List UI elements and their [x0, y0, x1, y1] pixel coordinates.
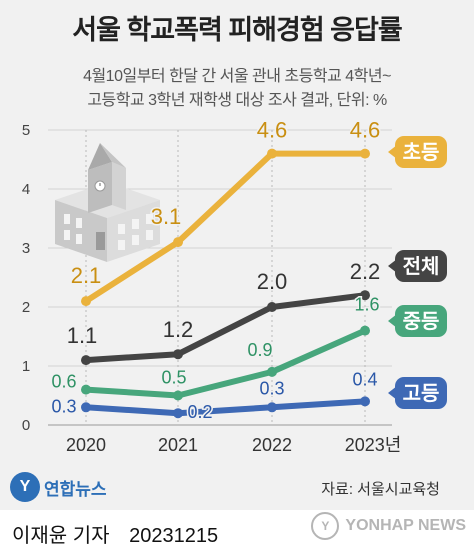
y-tick-label: 0	[22, 417, 30, 434]
data-point	[81, 355, 91, 366]
x-tick-label: 2020	[66, 435, 106, 455]
data-label: 0.5	[161, 368, 186, 388]
label-layer: 2.1 3.1 4.6 4.6 1.1 1.2 2.0 2.2 0.6 0.5 0.9 1.6 0.3 0…	[50, 116, 447, 424]
publish-date: 20231215	[129, 525, 219, 547]
y-tick-label: 5	[22, 122, 30, 139]
legend-tag-초등: 초등	[388, 136, 447, 168]
x-tick-label: 2022	[252, 435, 292, 455]
data-label: 0.9	[247, 340, 272, 360]
logo-text: 연합뉴스	[44, 479, 107, 499]
y-tick-label: 3	[22, 240, 30, 257]
data-point	[267, 402, 277, 413]
watermark-icon: Y	[311, 512, 340, 540]
source-note: 자료: 서울시교육청	[321, 481, 440, 498]
yonhap-logo-icon: Y	[10, 472, 40, 502]
legend-tag-box	[395, 305, 447, 337]
data-point	[81, 402, 91, 413]
data-point	[173, 390, 183, 401]
legend-tag-box	[395, 250, 447, 282]
data-point	[173, 349, 183, 360]
data-label: 2.2	[350, 259, 381, 284]
x-tick-label: 2021	[158, 435, 198, 455]
chart-subtitle-line1: 4월10일부터 한달 간 서울 관내 초등학교 4학년~	[83, 68, 391, 85]
legend-tag-label: 전체	[403, 255, 440, 278]
series-layer	[81, 148, 370, 419]
data-point	[173, 408, 183, 419]
chart-subtitle-line2: 고등학교 3학년 재학생 대상 조사 결과, 단위: %	[87, 92, 387, 109]
data-point	[360, 325, 370, 336]
data-point	[360, 396, 370, 407]
data-label: 0.3	[259, 378, 284, 398]
legend-tag-label: 고등	[403, 383, 440, 405]
data-point	[267, 148, 277, 159]
data-label: 2.0	[257, 269, 288, 294]
infographic-card: 서울 학교폭력 피해경험 응답률 4월10일부터 한달 간 서울 관내 초등학교…	[0, 0, 474, 510]
data-label: 3.1	[151, 204, 182, 229]
watermark: Y YONHAP NEWS	[311, 512, 466, 540]
data-point	[267, 302, 277, 312]
legend-tag-box	[395, 136, 447, 168]
data-label: 0.2	[187, 402, 212, 422]
data-point	[360, 148, 370, 159]
data-label: 2.1	[71, 263, 102, 288]
x-tick-label: 2023년	[345, 435, 402, 455]
legend-tag-전체: 전체	[388, 250, 447, 282]
legend-tag-중등: 중등	[388, 305, 447, 337]
data-label: 4.6	[350, 118, 381, 143]
byline: 이재윤 기자	[12, 525, 110, 547]
legend-tag-pointer	[388, 145, 397, 159]
legend-tag-pointer	[388, 386, 397, 400]
y-tick-label: 2	[22, 299, 30, 316]
series-line-중등	[83, 327, 368, 399]
yonhap-logo: Y 연합뉴스	[10, 472, 107, 502]
footer-credit: 이재윤 기자 20231215	[12, 519, 218, 548]
legend-tag-pointer	[388, 259, 397, 273]
data-label: 1.6	[354, 295, 379, 315]
legend-tag-label: 중등	[403, 311, 440, 333]
series-line-초등	[83, 150, 368, 305]
axis-layer: 0 1 2 3 4 5 2020 2021 2022 2023년	[22, 122, 401, 455]
line-chart: 0 1 2 3 4 5 2020 2021 2022 2023년 2.1 3.1 4.6 4.6 1.1 1.…	[22, 116, 447, 455]
legend-tag-label: 초등	[403, 141, 440, 164]
data-label: 0.4	[352, 369, 377, 389]
data-point	[173, 237, 183, 248]
data-label: 1.2	[163, 317, 194, 342]
y-tick-label: 4	[22, 181, 30, 198]
series-line-전체	[83, 292, 368, 364]
school-building-icon	[55, 143, 160, 262]
y-tick-label: 1	[22, 358, 30, 375]
data-point	[360, 290, 370, 301]
data-label: 0.6	[51, 372, 76, 392]
data-point	[81, 384, 91, 395]
data-label: 4.6	[257, 118, 288, 143]
data-label: 1.1	[67, 323, 98, 348]
legend-tag-box	[395, 377, 447, 409]
chart-title: 서울 학교폭력 피해경험 응답률	[72, 15, 402, 45]
data-label: 0.3	[51, 396, 76, 416]
legend-tag-고등: 고등	[388, 377, 447, 409]
data-point	[81, 296, 91, 307]
watermark-text: YONHAP NEWS	[345, 517, 466, 534]
legend-tag-pointer	[388, 314, 397, 328]
series-line-고등	[83, 398, 368, 417]
data-point	[267, 366, 277, 377]
